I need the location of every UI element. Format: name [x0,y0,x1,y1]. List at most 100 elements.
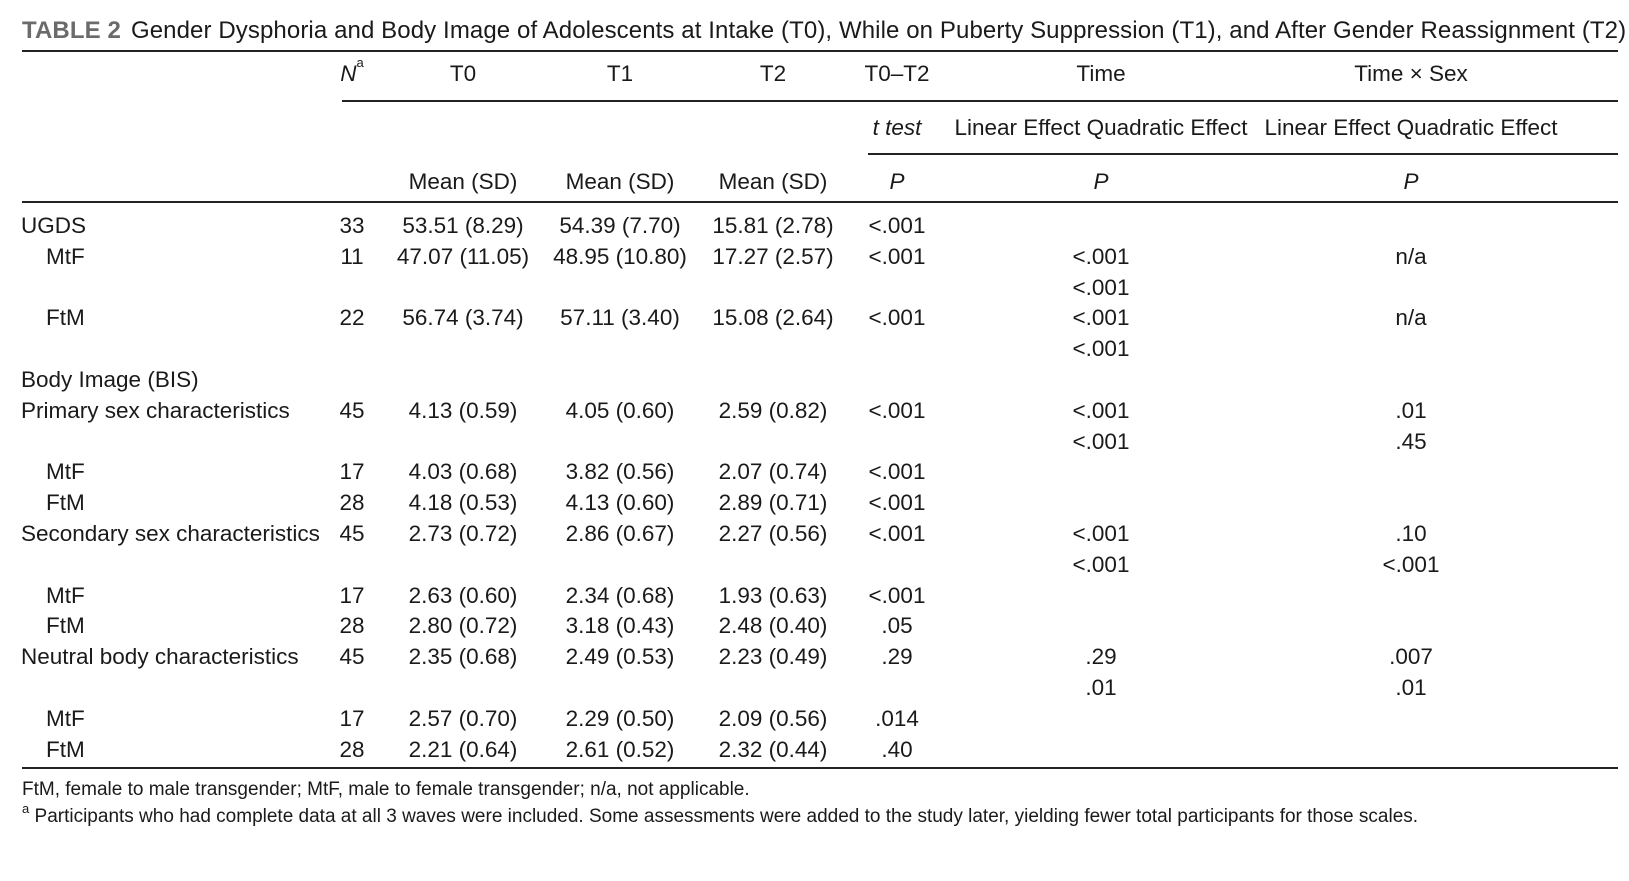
cell-t1: 57.11 (3.40) [560,305,680,331]
cell-timesex-p: .01 [1395,675,1427,700]
cell-time-p: <.001 [1072,521,1130,546]
row-label: UGDS [21,213,87,238]
cell-timesex-p: n/a [1395,243,1427,269]
cell-t1: 2.49 (0.53) [565,644,675,670]
cell-time-p: .01 [1085,675,1117,700]
cell-t1: 4.13 (0.60) [565,490,675,516]
header-time-sex: Time × Sex [1354,61,1468,86]
cell-ttest: .05 [881,613,913,639]
cell-t0: 2.57 (0.70) [408,705,518,731]
cell-t2: 2.59 (0.82) [718,397,828,423]
cell-t2: 2.23 (0.49) [718,644,828,670]
cell-n: 28 [339,490,365,516]
cell-t1: 2.29 (0.50) [565,705,675,731]
cell-t1: 4.05 (0.60) [565,397,675,423]
bottom-rule [22,767,1618,769]
header-time: Time [1076,61,1126,86]
footnote-a-marker: a [22,801,30,816]
cell-t2: 1.93 (0.63) [718,582,828,608]
footnote-abbreviations: FtM, female to male transgender; MtF, ma… [22,779,750,800]
cell-t1: 3.82 (0.56) [565,459,675,485]
cell-ttest: <.001 [868,490,926,516]
cell-t0: 2.21 (0.64) [408,736,518,762]
cell-time-p: .29 [1085,644,1117,670]
cell-ttest: <.001 [868,397,926,423]
header-p-timesex: P [1403,169,1419,194]
header-mean-sd-t2: Mean (SD) [718,169,828,194]
top-rule [22,50,1618,52]
cell-t0: 2.35 (0.68) [408,644,518,670]
cell-t2: 17.27 (2.57) [712,243,834,269]
header-mean-sd-t1: Mean (SD) [565,169,675,194]
cell-time-p: <.001 [1072,336,1130,362]
cell-t0: 2.63 (0.60) [408,582,518,608]
cell-t0: 4.13 (0.59) [408,397,518,423]
cell-ttest: <.001 [868,459,926,485]
cell-t0: 53.51 (8.29) [402,213,524,238]
row-label: MtF [46,243,85,269]
cell-timesex-p: .10 [1395,521,1427,546]
cell-t0: 2.73 (0.72) [408,521,518,546]
table-title: TABLE 2 Gender Dysphoria and Body Image o… [22,14,1626,48]
cell-t1: 3.18 (0.43) [565,613,675,639]
cell-n: 45 [339,521,365,546]
row-label: MtF [46,705,85,731]
header-p-time: P [1093,169,1109,194]
cell-ttest: <.001 [868,582,926,608]
cell-time-p: <.001 [1072,397,1130,423]
cell-t0: 4.03 (0.68) [408,459,518,485]
cell-n: 22 [339,305,365,331]
cell-ttest: .014 [875,705,919,731]
cell-t2: 15.08 (2.64) [712,305,834,331]
row-label: MtF [46,582,85,608]
cell-n: 17 [339,705,365,731]
table-caption: Gender Dysphoria and Body Image of Adole… [130,17,1627,44]
cell-t0: 56.74 (3.74) [402,305,524,331]
header-timesex-effects: Linear Effect Quadratic Effect [1264,115,1558,140]
header-p-ttest: P [889,169,905,194]
row-label: Primary sex characteristics [21,397,290,423]
cell-t2: 2.32 (0.44) [718,736,828,762]
cell-timesex-p: .01 [1395,397,1427,423]
cell-t1: 2.61 (0.52) [565,736,675,762]
cell-timesex-p: n/a [1395,305,1427,331]
cell-t2: 2.07 (0.74) [718,459,828,485]
header-t0: T0 [449,61,477,86]
cell-t0: 47.07 (11.05) [396,243,530,269]
header-t0-t2: T0–T2 [864,61,930,86]
header-rule-2 [868,153,1618,155]
header-n: Na [340,55,364,86]
row-label: FtM [46,490,85,516]
cell-t1: 48.95 (10.80) [553,243,687,269]
cell-ttest: .29 [881,644,913,670]
header-ttest: t test [872,115,922,140]
row-label: FtM [46,736,85,762]
cell-t1: 54.39 (7.70) [559,213,681,238]
header-rule-1 [342,100,1618,102]
row-label: FtM [46,305,85,331]
cell-timesex-p: .007 [1389,644,1433,670]
cell-time-p: <.001 [1072,274,1130,300]
cell-n: 28 [339,736,365,762]
cell-t0: 2.80 (0.72) [408,613,518,639]
row-label: Neutral body characteristics [21,644,299,670]
cell-timesex-p: <.001 [1382,551,1440,577]
cell-t2: 15.81 (2.78) [712,213,834,238]
cell-ttest: <.001 [868,305,926,331]
cell-n: 45 [339,644,365,670]
cell-time-p: <.001 [1072,428,1130,454]
row-label: Body Image (BIS) [21,367,199,392]
cell-n: 45 [339,397,365,423]
cell-time-p: <.001 [1072,243,1130,269]
cell-ttest: <.001 [868,213,926,238]
cell-n: 33 [339,213,365,238]
cell-n: 28 [339,613,365,639]
cell-time-p: <.001 [1072,305,1130,331]
cell-t2: 2.89 (0.71) [718,490,828,516]
cell-time-p: <.001 [1072,551,1130,577]
cell-ttest: <.001 [868,243,926,269]
header-t2: T2 [759,61,787,86]
cell-t1: 2.34 (0.68) [565,582,675,608]
row-label: Secondary sex characteristics [21,521,320,546]
header-mean-sd-t0: Mean (SD) [408,169,518,194]
